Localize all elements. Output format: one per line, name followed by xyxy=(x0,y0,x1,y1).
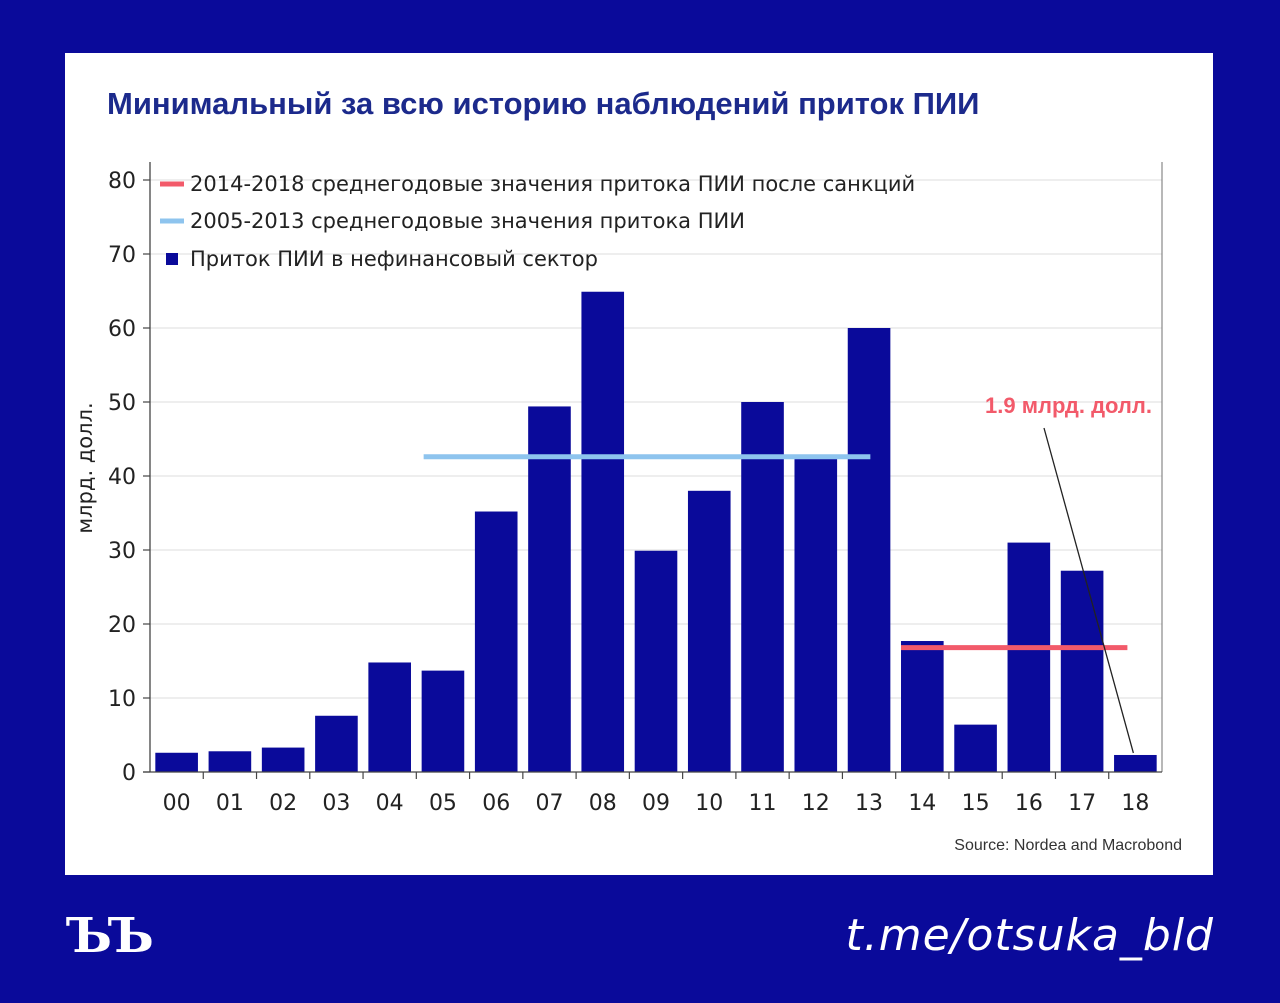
x-tick-label: 01 xyxy=(216,791,244,816)
bar xyxy=(261,747,305,772)
bar xyxy=(208,751,252,772)
x-tick-label: 12 xyxy=(802,791,830,816)
bar xyxy=(315,715,358,772)
bar xyxy=(1114,754,1157,772)
source-note: Source: Nordea and Macrobond xyxy=(954,837,1182,854)
channel-logo: ЪЪ xyxy=(66,908,154,964)
x-tick-label: 13 xyxy=(855,791,883,816)
y-tick-label: 40 xyxy=(108,465,136,490)
legend-swatch xyxy=(166,253,178,265)
bar xyxy=(1007,542,1051,772)
x-tick-label: 10 xyxy=(695,791,723,816)
chart-title: Минимальный за всю историю наблюдений пр… xyxy=(107,86,979,121)
annotation-label: 1.9 млрд. долл. xyxy=(985,393,1152,418)
bar xyxy=(1060,570,1104,772)
bar xyxy=(954,724,997,772)
x-tick-label: 07 xyxy=(535,791,563,816)
x-tick-label: 04 xyxy=(376,791,404,816)
x-tick-label: 18 xyxy=(1121,791,1149,816)
x-tick-label: 06 xyxy=(482,791,510,816)
bar xyxy=(634,550,678,772)
bar xyxy=(474,511,518,772)
x-tick-label: 16 xyxy=(1015,791,1043,816)
bar xyxy=(421,670,465,772)
x-tick-label: 09 xyxy=(642,791,670,816)
legend-label: Приток ПИИ в нефинансовый сектор xyxy=(190,247,598,271)
x-tick-label: 15 xyxy=(962,791,990,816)
annotation: 1.9 млрд. долл. xyxy=(985,393,1152,754)
x-tick-label: 17 xyxy=(1068,791,1096,816)
bar xyxy=(741,402,784,772)
bar xyxy=(368,662,411,772)
x-tick-labels: 00 01 02 03 04 05 06 07 08 09 10 11 12 13 14 15 16 17 18 xyxy=(163,791,1150,816)
reference-lines xyxy=(423,454,1128,651)
y-tick-label: 80 xyxy=(108,169,136,194)
legend: 2014-2018 среднегодовые значения притока… xyxy=(160,172,915,271)
channel-link[interactable]: t.me/otsuka_bld xyxy=(845,910,1214,961)
legend-label: 2005-2013 среднегодовые значения притока… xyxy=(190,209,745,233)
y-tick-label: 60 xyxy=(108,317,136,342)
bar xyxy=(847,328,891,772)
legend-label: 2014-2018 среднегодовые значения притока… xyxy=(190,172,915,196)
axes xyxy=(143,162,1163,779)
bar xyxy=(528,406,571,772)
bar xyxy=(794,458,838,772)
x-tick-label: 05 xyxy=(429,791,457,816)
x-tick-label: 08 xyxy=(589,791,617,816)
y-tick-labels: 0 10 20 30 40 50 60 70 80 xyxy=(108,169,136,786)
y-tick-label: 0 xyxy=(122,761,136,786)
x-tick-label: 11 xyxy=(749,791,777,816)
y-tick-label: 10 xyxy=(108,687,136,712)
y-tick-label: 20 xyxy=(108,613,136,638)
annotation-pointer xyxy=(1043,427,1134,754)
bar xyxy=(581,291,625,772)
bar xyxy=(155,752,198,772)
x-tick-label: 02 xyxy=(269,791,297,816)
y-tick-label: 30 xyxy=(108,539,136,564)
x-tick-label: 03 xyxy=(322,791,350,816)
y-tick-label: 70 xyxy=(108,243,136,268)
x-tick-label: 00 xyxy=(163,791,191,816)
y-tick-label: 50 xyxy=(108,391,136,416)
bar xyxy=(901,641,944,772)
bars xyxy=(155,291,1157,772)
y-axis-label: млрд. долл. xyxy=(73,402,97,533)
bar xyxy=(687,490,731,772)
x-tick-label: 14 xyxy=(908,791,936,816)
